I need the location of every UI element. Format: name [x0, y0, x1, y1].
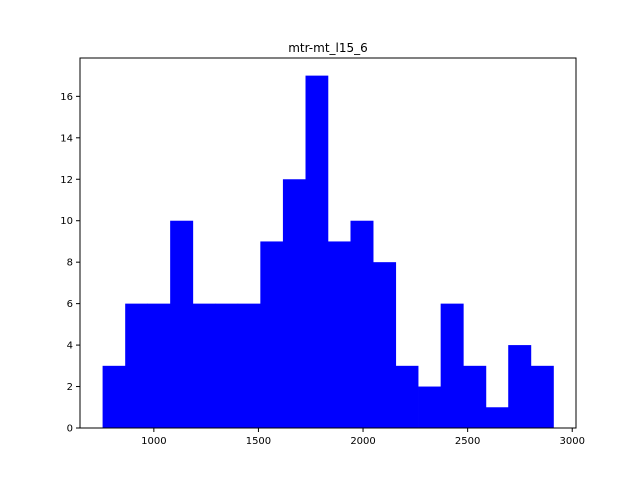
y-tick-label: 6 [67, 299, 73, 310]
y-tick-label: 12 [60, 175, 73, 186]
y-tick-label: 4 [67, 341, 73, 352]
plot-frame [79, 57, 577, 429]
y-tick-label: 16 [60, 92, 73, 103]
histogram-bar [215, 303, 239, 428]
y-tick-label: 0 [67, 424, 73, 435]
histogram-bar [125, 303, 148, 428]
bars-group [102, 75, 554, 429]
histogram-bar [508, 345, 532, 428]
histogram-bar [260, 241, 284, 428]
y-tick-label: 14 [60, 133, 73, 144]
histogram-bar [440, 303, 464, 428]
x-tick-label: 3000 [560, 436, 585, 447]
x-axis-ticks: 1000 1500 2000 2500 3000 [141, 428, 585, 447]
y-tick-label: 10 [60, 216, 73, 227]
histogram-bar [418, 386, 442, 428]
histogram-bar [282, 179, 306, 428]
chart-title: mtr-mt_l15_6 [288, 41, 368, 55]
histogram-bar [463, 365, 487, 428]
histogram-bar [485, 407, 509, 428]
x-tick-label: 2000 [350, 436, 375, 447]
x-tick-label: 2500 [455, 436, 480, 447]
histogram-bar [192, 303, 216, 428]
histogram-bar [530, 365, 554, 428]
histogram-bar [237, 303, 261, 428]
histogram-bar [350, 220, 374, 428]
histogram-bar [395, 365, 419, 428]
histogram-bar [147, 303, 171, 428]
histogram-bar [170, 220, 194, 428]
histogram-bar [305, 75, 329, 429]
y-tick-label: 2 [67, 382, 73, 393]
x-tick-label: 1000 [141, 436, 166, 447]
histogram-bar [373, 262, 397, 428]
y-axis-ticks: 0 2 4 6 8 10 12 14 16 [60, 92, 80, 435]
y-tick-label: 8 [67, 258, 73, 269]
histogram-bar [102, 365, 126, 428]
histogram-bar [327, 241, 351, 428]
x-tick-label: 1500 [246, 436, 271, 447]
